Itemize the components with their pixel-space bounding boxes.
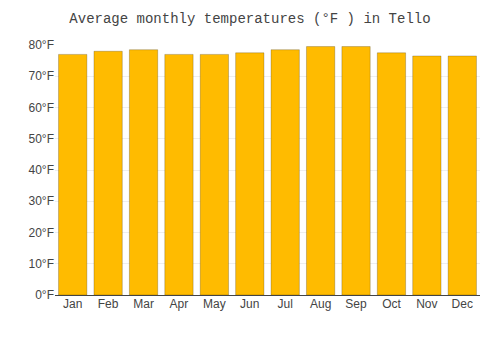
svg-text:Feb: Feb xyxy=(98,297,119,311)
svg-text:20°F: 20°F xyxy=(29,226,54,240)
svg-text:30°F: 30°F xyxy=(29,194,54,208)
svg-text:Dec: Dec xyxy=(452,297,473,311)
svg-text:Jun: Jun xyxy=(240,297,259,311)
svg-text:May: May xyxy=(203,297,226,311)
svg-text:80°F: 80°F xyxy=(29,38,54,52)
svg-text:Mar: Mar xyxy=(133,297,154,311)
svg-text:40°F: 40°F xyxy=(29,163,54,177)
svg-text:Oct: Oct xyxy=(382,297,401,311)
svg-text:0°F: 0°F xyxy=(35,288,54,302)
svg-text:Sep: Sep xyxy=(345,297,367,311)
svg-text:Aug: Aug xyxy=(310,297,331,311)
svg-text:Nov: Nov xyxy=(416,297,437,311)
svg-text:50°F: 50°F xyxy=(29,132,54,146)
svg-text:Jan: Jan xyxy=(63,297,82,311)
svg-text:Average monthly temperatures (: Average monthly temperatures (°F ) in Te… xyxy=(69,11,430,27)
svg-text:Apr: Apr xyxy=(170,297,189,311)
svg-text:Jul: Jul xyxy=(278,297,293,311)
svg-text:10°F: 10°F xyxy=(29,257,54,271)
svg-text:70°F: 70°F xyxy=(29,69,54,83)
svg-text:60°F: 60°F xyxy=(29,101,54,115)
